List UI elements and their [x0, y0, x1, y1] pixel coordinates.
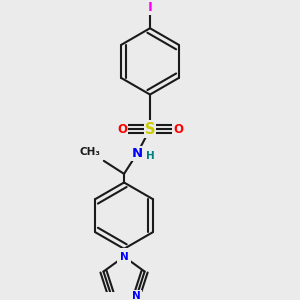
- Text: N: N: [120, 252, 128, 262]
- Text: N: N: [132, 291, 141, 300]
- Text: N: N: [131, 147, 142, 160]
- Text: H: H: [146, 151, 155, 161]
- Text: CH₃: CH₃: [80, 147, 101, 157]
- Text: O: O: [173, 123, 183, 136]
- Text: N: N: [118, 250, 130, 262]
- Text: S: S: [145, 122, 155, 137]
- Text: O: O: [117, 123, 127, 136]
- Text: I: I: [148, 1, 152, 14]
